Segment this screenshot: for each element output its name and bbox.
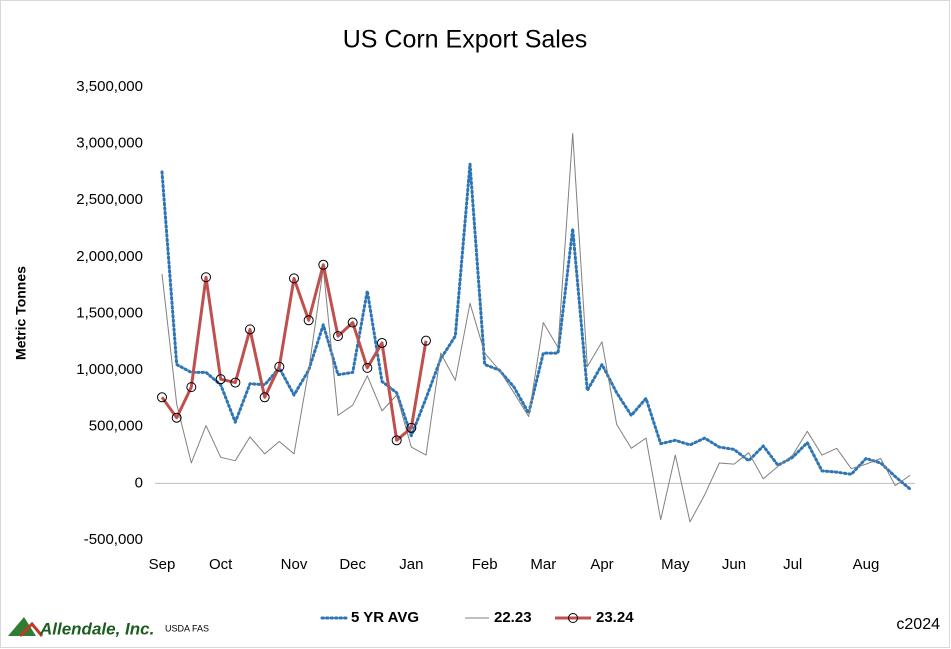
x-tick-label: Nov [281,556,308,573]
x-tick-label: Mar [530,556,556,573]
y-tick-label: -500,000 [84,531,143,548]
series-line [161,132,911,523]
y-tick-label: 1,500,000 [76,304,143,321]
x-tick-label: May [661,556,690,573]
data-point [186,382,197,393]
legend-marker [568,613,578,623]
legend-label: 5 YR AVG [351,609,419,626]
logo: Allendale, Inc. [39,619,154,638]
source: USDA FAS [165,623,209,633]
logo-mark [18,621,44,638]
data-point [377,337,387,348]
data-point [289,273,299,284]
data-point [318,259,329,270]
x-tick-label: Jun [722,556,746,573]
x-tick-label: Jan [399,556,423,573]
y-tick-label: 2,000,000 [76,248,143,265]
data-point [406,422,417,433]
y-tick-label: 3,000,000 [76,135,143,152]
series-line [160,263,428,442]
data-point [215,374,226,385]
x-tick-label: Apr [590,556,613,573]
legend-label: 22.23 [494,609,532,626]
data-point [171,412,182,423]
data-point [303,315,314,326]
data-point [245,324,255,335]
copyright: c2024 [896,616,940,633]
x-tick-label: Feb [472,556,498,573]
data-point [362,362,373,373]
data-point [333,331,343,342]
x-tick-label: Oct [209,556,233,573]
data-point [201,272,211,283]
x-tick-label: Dec [339,556,366,573]
x-tick-label: Sep [149,556,176,573]
y-axis-label: Metric Tonnes [13,266,29,360]
data-point [157,392,167,403]
data-point [347,317,358,328]
data-point [259,392,270,403]
data-point [391,435,402,446]
logo-mark [8,617,36,636]
data-point [274,361,285,372]
chart-title: US Corn Export Sales [343,26,588,54]
y-tick-label: 1,000,000 [76,361,143,378]
x-tick-label: Aug [853,556,880,573]
y-tick-label: 3,500,000 [76,78,143,95]
y-tick-label: 500,000 [89,418,143,435]
y-tick-label: 2,500,000 [76,191,143,208]
data-point [230,377,241,388]
data-point [421,335,431,346]
y-tick-label: 0 [135,474,143,491]
legend-label: 23.24 [596,609,634,626]
x-tick-label: Jul [783,556,802,573]
